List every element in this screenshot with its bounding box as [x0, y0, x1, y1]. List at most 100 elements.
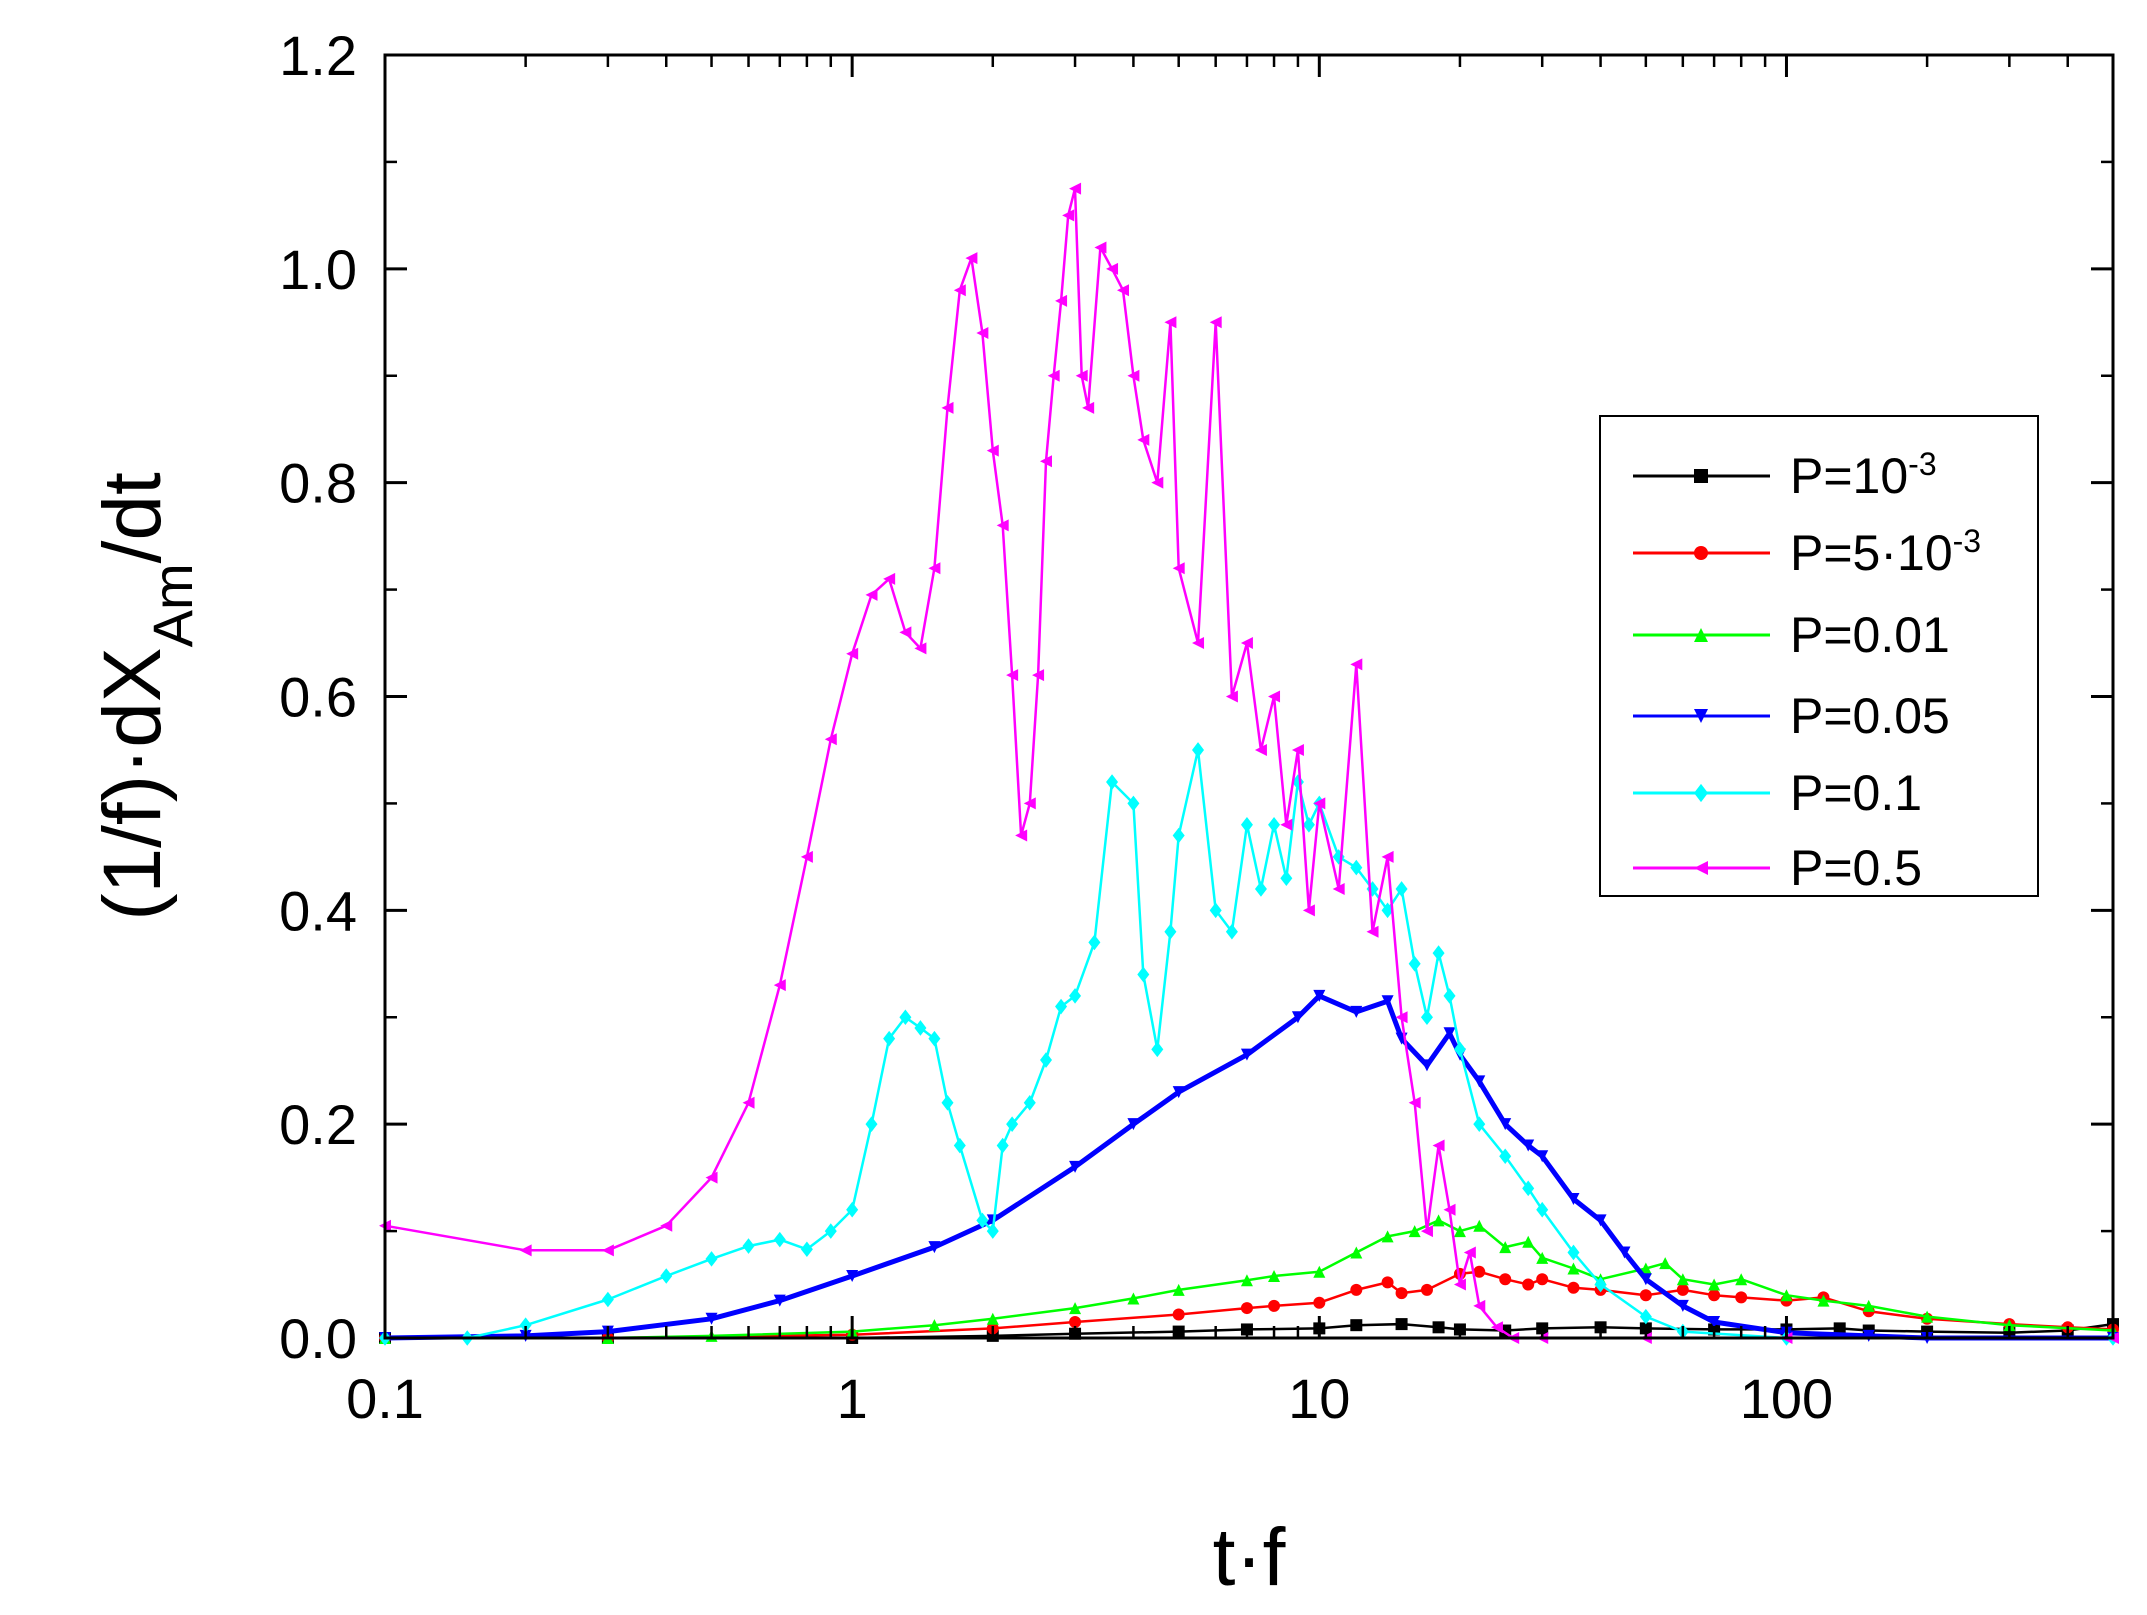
- data-point: [1127, 795, 1140, 812]
- data-point: [1463, 1246, 1476, 1259]
- data-point: [1240, 817, 1253, 833]
- data-point: [1381, 1276, 1394, 1289]
- data-point: [1350, 859, 1363, 876]
- data-point: [601, 1244, 614, 1257]
- data-point: [1082, 401, 1095, 414]
- legend-item: P=10-3: [1633, 446, 1937, 504]
- data-point: [519, 1244, 532, 1257]
- legend-label: P=0.5: [1790, 840, 1922, 896]
- data-point: [1708, 1278, 1721, 1291]
- data-point: [1055, 294, 1068, 307]
- data-point: [1069, 988, 1082, 1004]
- data-point: [1618, 1246, 1631, 1259]
- data-point: [1735, 1291, 1748, 1304]
- x-tick-label: 0.1: [346, 1367, 424, 1430]
- data-point: [773, 1294, 786, 1307]
- data-point: [660, 1268, 673, 1284]
- y-tick-label: 0.0: [279, 1307, 357, 1370]
- data-point: [1381, 850, 1394, 863]
- data-point: [1313, 1296, 1326, 1309]
- data-point: [1350, 1319, 1363, 1332]
- data-point: [1172, 1308, 1185, 1321]
- data-point: [1381, 995, 1394, 1008]
- data-point: [1366, 925, 1379, 938]
- data-point: [1862, 1299, 1875, 1312]
- data-point: [1432, 1321, 1445, 1334]
- data-point: [1240, 637, 1253, 650]
- data-point: [846, 1201, 859, 1218]
- data-point: [1443, 1027, 1456, 1040]
- data-point: [1536, 1150, 1549, 1163]
- data-point: [1164, 316, 1177, 329]
- data-point: [1332, 849, 1345, 865]
- ticks-layer: [383, 53, 2115, 1340]
- data-point: [986, 444, 999, 457]
- legend-item: P=0.01: [1633, 607, 1950, 663]
- data-point: [1088, 934, 1101, 951]
- data-point: [865, 588, 878, 601]
- data-point: [928, 1030, 941, 1047]
- data-point: [1536, 1273, 1549, 1286]
- data-point: [996, 519, 1009, 532]
- data-point: [1106, 262, 1119, 275]
- data-point: [2003, 1319, 2016, 1332]
- data-point: [1268, 817, 1281, 833]
- data-point: [1015, 829, 1028, 842]
- data-point: [1006, 1116, 1019, 1132]
- data-point: [1291, 1011, 1304, 1024]
- data-point: [824, 1223, 837, 1239]
- legend-marker: [1694, 469, 1708, 483]
- data-point: [1069, 1160, 1082, 1173]
- legend-marker: [1694, 783, 1708, 803]
- data-point: [1594, 1276, 1607, 1293]
- y-axis-title-prefix: (1/f)·dX: [87, 647, 178, 920]
- data-point: [1164, 923, 1177, 940]
- data-point: [1313, 989, 1326, 1002]
- data-point: [1817, 1294, 1830, 1307]
- data-point: [941, 401, 954, 414]
- data-point: [1151, 476, 1164, 489]
- data-point: [1268, 1269, 1281, 1282]
- data-point: [1473, 1265, 1486, 1278]
- data-point: [519, 1317, 532, 1333]
- data-point: [1395, 1318, 1408, 1331]
- data-point: [1381, 902, 1394, 919]
- data-point: [1567, 1193, 1580, 1206]
- data-point: [1280, 870, 1293, 887]
- data-point: [660, 1219, 673, 1232]
- x-tick-label: 100: [1740, 1367, 1833, 1430]
- legend-label-superscript: -3: [1908, 446, 1936, 482]
- legend-label-base: P=10: [1790, 448, 1908, 504]
- data-point: [1350, 1246, 1363, 1259]
- data-point: [1209, 902, 1222, 919]
- data-point: [1006, 669, 1019, 682]
- data-point: [899, 1009, 912, 1026]
- data-point: [1408, 1096, 1421, 1109]
- y-axis-title-suffix: /dt: [87, 472, 178, 563]
- data-point: [1522, 1180, 1535, 1197]
- data-point: [965, 252, 978, 265]
- legend-marker: [1694, 546, 1708, 560]
- data-point: [1432, 945, 1445, 961]
- data-point: [1280, 818, 1293, 831]
- data-point: [1062, 209, 1075, 222]
- x-tick-label: 10: [1288, 1367, 1350, 1430]
- data-point: [986, 1223, 999, 1239]
- data-point: [1594, 1214, 1607, 1227]
- legend-label: P=10-3: [1790, 446, 1937, 504]
- data-point: [1291, 774, 1304, 790]
- data-point: [865, 1116, 878, 1132]
- data-point: [1117, 284, 1130, 297]
- data-point: [928, 562, 941, 575]
- data-point: [1240, 1048, 1253, 1061]
- data-point: [1490, 1321, 1503, 1334]
- data-point: [1420, 1059, 1433, 1072]
- data-point: [883, 572, 896, 585]
- data-point: [1921, 1310, 1934, 1323]
- data-point: [1032, 669, 1045, 682]
- legend-item: P=5·10-3: [1633, 523, 1981, 581]
- data-point: [1127, 369, 1140, 382]
- data-point: [1395, 1011, 1408, 1024]
- data-point: [1137, 966, 1150, 983]
- data-point: [1395, 1287, 1408, 1300]
